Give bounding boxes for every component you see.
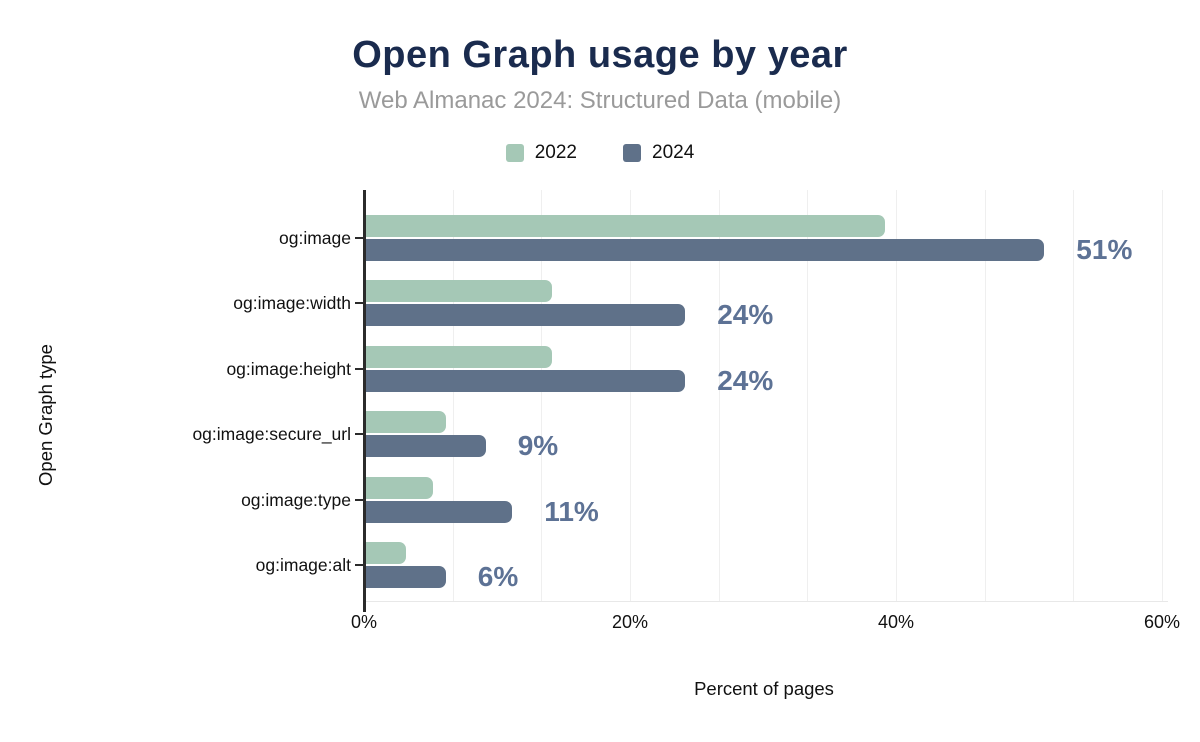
value-label: 51% — [1076, 233, 1133, 265]
category-tick — [355, 564, 363, 567]
x-tick-label: 20% — [611, 612, 649, 632]
bar-2024 — [366, 369, 686, 392]
legend-item-2024: 2024 — [623, 142, 694, 164]
category-label: og:image:alt — [255, 555, 351, 576]
value-label: 9% — [517, 430, 559, 462]
category-tick — [355, 236, 363, 239]
category-label: og:image:secure_url — [192, 424, 351, 445]
chart-subtitle: Web Almanac 2024: Structured Data (mobil… — [358, 87, 842, 114]
gridline — [896, 190, 898, 602]
x-tick-label: 60% — [1143, 612, 1181, 632]
legend-item-2022: 2022 — [505, 142, 577, 164]
gridline — [1162, 190, 1164, 602]
category-label: og:image:type — [241, 489, 351, 510]
bar-2022 — [366, 214, 885, 237]
bar-2022 — [366, 476, 433, 499]
value-label: 24% — [717, 364, 774, 396]
gridline — [541, 190, 543, 602]
x-tick-label: 0% — [350, 612, 377, 632]
legend-label-2024: 2024 — [652, 142, 695, 163]
bar-2024 — [366, 304, 686, 327]
category-tick — [355, 367, 363, 370]
bar-2024 — [366, 566, 446, 589]
category-label: og:image:height — [226, 358, 351, 379]
category-tick — [355, 498, 363, 501]
chart-title: Open Graph usage by year — [352, 34, 848, 76]
bar-2024 — [366, 435, 486, 458]
x-axis-baseline — [364, 601, 1168, 602]
plot-area: og:image 51% og:image:width 24% og:image:hei… — [0, 190, 1200, 632]
y-axis-title: Open Graph type — [35, 344, 56, 486]
legend-label-2022: 2022 — [534, 142, 577, 163]
value-label: 6% — [477, 561, 519, 593]
gridline — [807, 190, 809, 602]
bar-2024 — [366, 238, 1045, 261]
category-tick — [355, 433, 363, 436]
bar-2022 — [366, 542, 406, 565]
legend-swatch-2024 — [623, 144, 641, 162]
gridline — [984, 190, 986, 602]
x-axis-title: Percent of pages — [694, 678, 834, 699]
gridline — [718, 190, 720, 602]
value-label: 11% — [544, 495, 599, 527]
bar-2022 — [366, 280, 553, 303]
category-label: og:image — [279, 227, 351, 248]
legend: 2022 2024 — [0, 142, 1200, 164]
gridline — [452, 190, 454, 602]
bar-2022 — [366, 345, 553, 368]
gridline — [630, 190, 631, 602]
y-axis-line — [363, 190, 366, 612]
value-label: 24% — [717, 299, 774, 331]
category-label: og:image:width — [233, 293, 351, 314]
bar-2024 — [366, 500, 513, 523]
bar-2022 — [366, 411, 446, 434]
x-tick-label: 40% — [877, 612, 915, 632]
legend-swatch-2022 — [505, 144, 524, 162]
category-tick — [355, 302, 363, 305]
gridline — [1073, 190, 1075, 602]
